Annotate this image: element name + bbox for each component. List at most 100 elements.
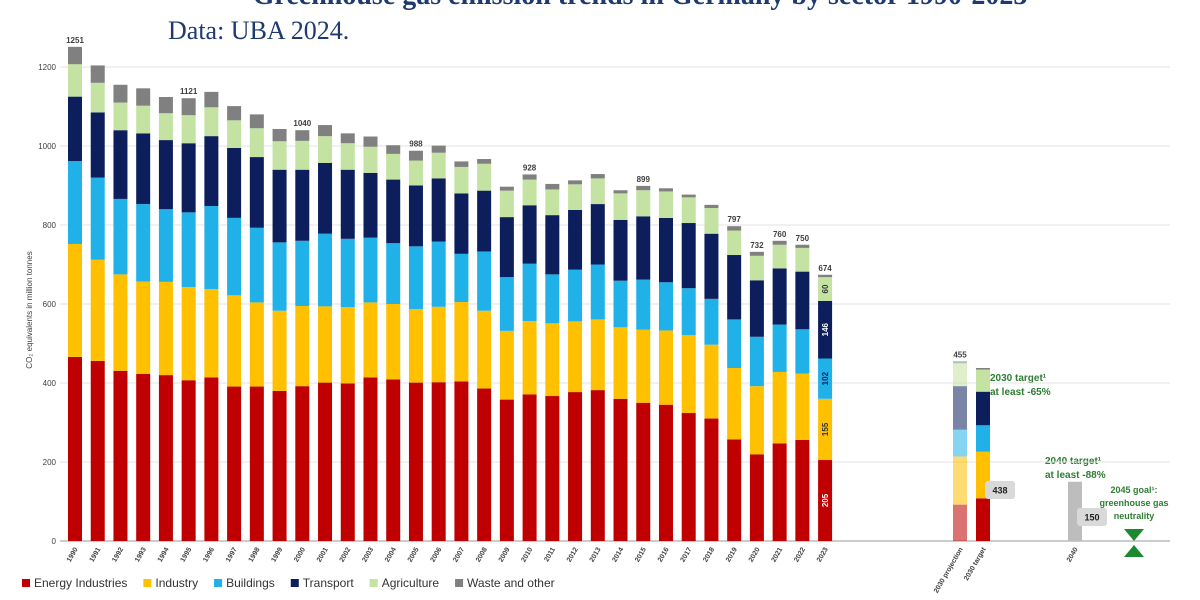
bar-segment [318, 233, 333, 307]
legend-swatch [455, 579, 464, 587]
bar-segment [795, 271, 810, 330]
bar-segment [636, 216, 651, 280]
bar-segment [681, 194, 696, 198]
legend-swatch [143, 579, 152, 587]
total-label: 150 [1084, 513, 1099, 523]
bar-segment [249, 227, 264, 303]
x-tick-label: 2002 [339, 546, 353, 563]
bar-segment [340, 169, 355, 239]
bar-segment [795, 439, 810, 541]
bar-segment [68, 161, 82, 244]
x-tick-label: 1995 [180, 546, 194, 563]
data-label: 102 [821, 371, 830, 385]
bar-segment [340, 307, 355, 384]
bar-segment [976, 391, 990, 426]
x-tick-label: 1998 [248, 546, 262, 563]
bar-segment [318, 382, 333, 541]
bar-segment [363, 146, 378, 173]
legend-label: Agriculture [382, 576, 440, 590]
bar-segment [204, 136, 219, 207]
bar-segment [590, 174, 605, 179]
x-tick-label: 2009 [498, 546, 512, 563]
bar-segment [386, 145, 401, 154]
x-tick-label: 2007 [452, 546, 466, 563]
bar-segment [704, 208, 719, 234]
bar-segment [749, 251, 764, 256]
bar-segment [431, 382, 446, 541]
total-label: 750 [796, 234, 810, 243]
bar-segment [249, 302, 264, 387]
x-tick-label: 2015 [634, 546, 648, 563]
bar-segment [658, 404, 673, 541]
bar-segment [613, 280, 628, 328]
bar-segment [181, 380, 196, 541]
bar-segment [249, 157, 264, 228]
x-tick-label: 2018 [702, 546, 716, 563]
bar-segment [704, 298, 719, 345]
total-label: 760 [773, 230, 787, 239]
bar-segment [636, 190, 651, 217]
bar-segment [613, 219, 628, 281]
bar-segment [749, 255, 764, 281]
chart-subtitle: Data: UBA 2024. [168, 16, 349, 45]
bar-segment [590, 204, 605, 265]
bar-segment [749, 336, 764, 387]
x-tick-label: 1996 [202, 546, 216, 563]
bar-segment [204, 91, 219, 108]
x-tick-label: 2006 [430, 546, 444, 563]
data-label: 146 [821, 322, 830, 336]
bar-segment [704, 418, 719, 541]
bar-segment [113, 274, 128, 371]
bar-segment [477, 163, 492, 191]
bar-segment [499, 186, 514, 191]
x-tick-label: 1994 [157, 546, 171, 563]
total-label: 797 [727, 215, 741, 224]
bar-segment [477, 159, 492, 164]
bar-segment [772, 324, 787, 372]
y-tick-label: 600 [43, 300, 57, 309]
goal-icon [1124, 529, 1144, 557]
bar-segment [113, 370, 128, 541]
legend-swatch [369, 579, 378, 587]
bar-segment [181, 98, 196, 116]
bar-segment [136, 88, 151, 106]
legend-swatch [214, 579, 223, 587]
bar-segment [727, 367, 742, 440]
bar-segment [68, 356, 82, 541]
bar-segment [681, 288, 696, 336]
bar-segment [704, 344, 719, 419]
bar-segment [340, 133, 355, 144]
total-label: 1251 [66, 36, 84, 45]
bar-segment [272, 129, 287, 142]
bar-segment [590, 390, 605, 541]
total-label: 1040 [293, 119, 311, 128]
total-label: 455 [953, 350, 967, 359]
x-tick-label: 2016 [657, 546, 671, 563]
bar-segment [568, 269, 583, 322]
bar-segment [249, 386, 264, 541]
bar-segment [613, 398, 628, 541]
bar-segment [90, 259, 105, 361]
x-tick-label: 1997 [225, 546, 239, 563]
bar-segment [408, 160, 423, 186]
bar-segment [613, 190, 628, 194]
bar-segment [340, 238, 355, 308]
bar-segment [749, 454, 764, 541]
bar-segment [590, 178, 605, 205]
x-tick-label: 2010 [520, 546, 534, 563]
total-label: 988 [409, 140, 423, 149]
x-tick-label: 1993 [134, 546, 148, 563]
x-tick-label: 2001 [316, 546, 330, 563]
bar-segment [727, 226, 742, 231]
bar-segment [158, 140, 173, 210]
bar-segment [318, 125, 333, 137]
bar-segment [408, 382, 423, 541]
bar-segment [636, 185, 651, 191]
bar-segment [795, 373, 810, 440]
bar-segment [318, 306, 333, 383]
annotation: 2045 goal¹: [1110, 485, 1157, 495]
bar-segment [363, 172, 378, 238]
bar-segment [704, 204, 719, 209]
bar-segment [386, 179, 401, 244]
total-label: 732 [750, 241, 764, 250]
